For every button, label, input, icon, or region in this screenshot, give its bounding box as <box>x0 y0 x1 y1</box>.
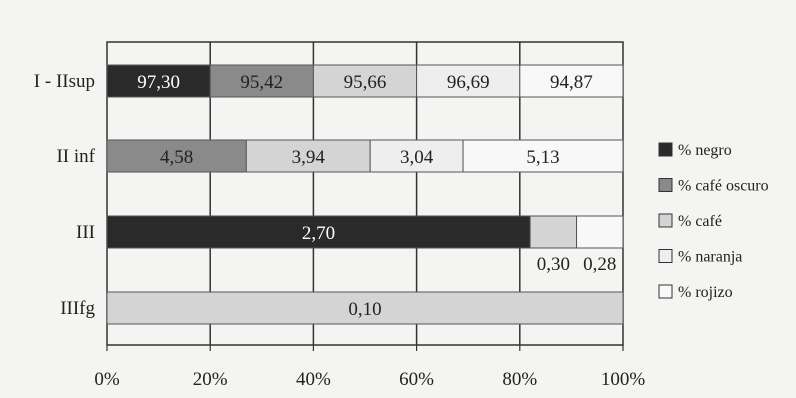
legend-swatch <box>658 249 673 263</box>
legend-label: % rojizo <box>678 284 733 301</box>
data-label: 3,94 <box>292 147 326 168</box>
data-label: 5,13 <box>526 147 559 168</box>
x-tick-label: 20% <box>193 369 228 390</box>
bar-segment <box>106 215 531 249</box>
data-label: 0,30 <box>537 254 570 275</box>
bar-segment <box>106 64 211 98</box>
plot-frame <box>106 41 624 346</box>
bar-segment <box>576 215 624 249</box>
legend-swatch <box>658 284 673 299</box>
bar-segment <box>312 64 418 98</box>
bar-segment <box>369 139 464 173</box>
category-label: I - IIsup <box>34 71 95 92</box>
data-label: 0,28 <box>583 254 616 275</box>
data-label: 94,87 <box>550 72 593 93</box>
bar-segment <box>529 215 578 249</box>
bar-segment <box>416 64 521 98</box>
legend-label: % café <box>678 213 722 230</box>
legend-swatch <box>658 213 673 228</box>
x-tick-label: 80% <box>502 369 537 390</box>
category-label: II inf <box>56 146 95 167</box>
bar-segment <box>209 64 314 98</box>
data-label: 97,30 <box>137 72 180 93</box>
legend-label: % naranja <box>678 249 742 266</box>
data-label: 2,70 <box>302 223 335 244</box>
x-tick-label: 60% <box>399 369 434 390</box>
data-label: 95,42 <box>240 72 283 93</box>
data-label: 4,58 <box>160 147 193 168</box>
bar-segment <box>462 139 624 173</box>
bar-segment <box>106 291 624 325</box>
data-label: 3,04 <box>400 147 434 168</box>
x-tick-label: 0% <box>94 369 120 390</box>
legend-label: % negro <box>678 142 732 159</box>
category-label: III <box>76 222 95 243</box>
legend-swatch <box>658 178 673 192</box>
legend-swatch <box>658 142 673 157</box>
x-tick-label: 40% <box>296 369 331 390</box>
data-label: 96,69 <box>447 72 490 93</box>
data-label: 0,10 <box>348 299 381 320</box>
legend-label: % café oscuro <box>678 178 769 195</box>
data-label: 95,66 <box>344 72 387 93</box>
x-tick-label: 100% <box>601 369 646 390</box>
bar-segment <box>519 64 624 98</box>
category-label: IIIfg <box>60 298 95 319</box>
